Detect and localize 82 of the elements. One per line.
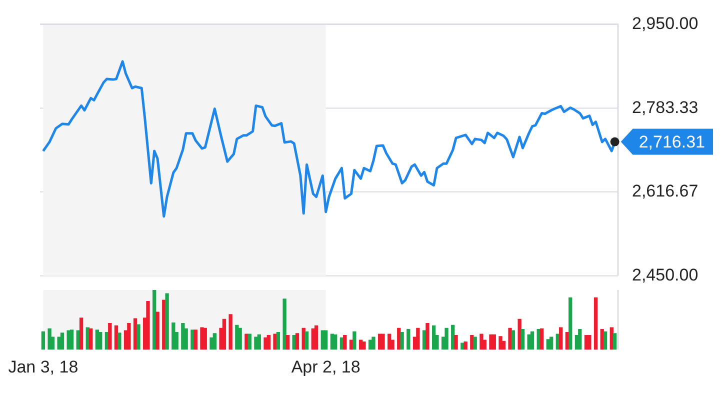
bar	[282, 298, 286, 350]
bar	[498, 336, 502, 350]
bar	[559, 327, 563, 350]
bar	[527, 334, 531, 350]
bar	[416, 328, 420, 350]
bar	[248, 334, 252, 350]
bar	[276, 332, 280, 350]
bar	[362, 342, 366, 350]
bar	[57, 336, 61, 350]
bar	[549, 336, 554, 350]
annotation: 2,716.31	[638, 132, 706, 152]
bar	[200, 327, 204, 350]
bar	[473, 336, 477, 350]
bar	[578, 329, 582, 350]
bar	[588, 334, 592, 350]
bar	[343, 334, 347, 350]
bar	[314, 325, 318, 350]
bar	[127, 323, 131, 350]
bar	[381, 334, 385, 350]
y-tick-label: 2,616.67	[632, 182, 698, 201]
bar	[235, 324, 239, 350]
bar	[520, 329, 525, 350]
bar	[594, 297, 598, 350]
bar	[203, 328, 207, 350]
y-tick-label: 2,450.00	[632, 265, 698, 284]
bar	[165, 293, 169, 350]
x-tick-label: Apr 2, 18	[291, 357, 360, 376]
bar	[406, 329, 410, 350]
bar	[41, 331, 46, 350]
bar	[273, 334, 277, 350]
y-tick-label: 2,783.33	[632, 98, 698, 117]
bar	[480, 334, 484, 350]
bar	[108, 323, 112, 350]
bar	[254, 336, 258, 350]
bar	[304, 331, 309, 350]
bar	[508, 328, 512, 350]
bar	[88, 328, 93, 350]
bar	[540, 328, 544, 350]
bar	[79, 318, 84, 350]
bar	[444, 328, 448, 350]
bar	[568, 297, 572, 350]
bar	[48, 328, 52, 350]
bar	[454, 334, 458, 350]
bar	[426, 323, 430, 350]
bar	[292, 334, 296, 350]
bar	[264, 337, 268, 350]
bar	[470, 334, 474, 350]
bar	[334, 334, 338, 350]
bar	[190, 330, 194, 350]
bar	[489, 334, 493, 350]
bar	[603, 331, 608, 350]
bar	[511, 330, 516, 350]
bar	[194, 330, 198, 350]
bar	[228, 314, 232, 350]
y-tick-label: 2,950.00	[632, 14, 698, 33]
bar	[295, 333, 300, 350]
bar	[612, 333, 617, 350]
bar	[244, 334, 248, 350]
bar	[464, 342, 468, 350]
bar	[400, 332, 404, 350]
bar	[286, 334, 290, 350]
bar	[324, 330, 328, 350]
bar	[156, 312, 160, 350]
bar	[372, 336, 376, 350]
bar	[136, 324, 140, 350]
bar	[518, 318, 522, 350]
bar	[98, 332, 102, 350]
bar	[257, 334, 261, 350]
bar	[118, 332, 122, 350]
bar	[60, 332, 64, 350]
bar	[222, 318, 226, 350]
bar	[70, 330, 74, 350]
bar	[210, 337, 214, 350]
bar	[530, 331, 534, 350]
bar	[212, 333, 217, 350]
bar	[146, 300, 150, 350]
x-tick-label: Jan 3, 18	[8, 357, 78, 376]
bar	[492, 334, 496, 350]
bar	[352, 331, 356, 350]
bar	[181, 323, 185, 350]
bar	[238, 328, 242, 350]
bar	[266, 334, 270, 350]
